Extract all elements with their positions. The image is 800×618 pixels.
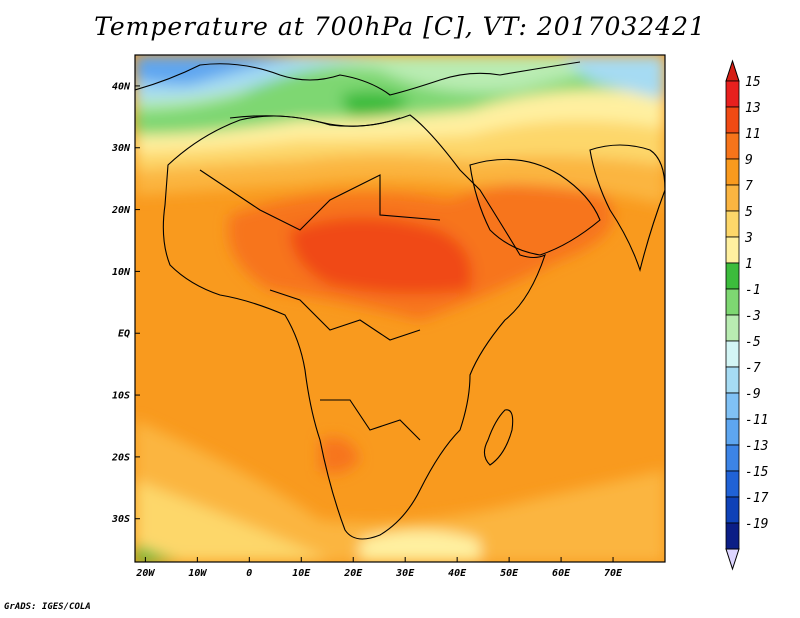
map-title: Temperature at 700hPa [C], VT: 201703242… (94, 12, 706, 41)
colorbar-label: 11 (745, 127, 761, 142)
lat-tick-label: 10S (112, 391, 130, 402)
colorbar-max-arrow (725, 59, 740, 82)
colorbar-swatch (725, 314, 740, 342)
colorbar-label: 1 (745, 257, 753, 272)
lat-tick-label: 10N (112, 267, 131, 278)
colorbar-min-arrow (725, 548, 740, 571)
colorbar-swatch (725, 340, 740, 368)
lat-tick-label: 20N (111, 205, 131, 216)
temperature-field (135, 55, 665, 562)
colorbar-label: 3 (744, 231, 753, 246)
colorbar-swatch (725, 496, 740, 524)
lon-tick-label: 50E (500, 568, 519, 579)
colorbar-label: -13 (745, 439, 768, 454)
lon-tick-label: 10W (188, 568, 207, 579)
colorbar-label: -17 (745, 491, 769, 506)
colorbar-swatch (725, 288, 740, 316)
colorbar-swatch (725, 132, 740, 160)
credit-text: GrADS: IGES/COLA (4, 602, 91, 612)
lat-tick-label: 40N (112, 81, 131, 92)
colorbar-swatch (725, 106, 740, 134)
colorbar-label: 13 (745, 101, 761, 116)
colorbar-label: -7 (745, 361, 761, 376)
lon-tick-label: 10E (292, 568, 311, 579)
colorbar-label: 7 (745, 179, 753, 194)
colorbar-label: -19 (745, 517, 768, 532)
lat-tick-label: EQ (118, 329, 130, 340)
colorbar-swatch (725, 158, 740, 186)
colorbar-label: -11 (745, 413, 768, 428)
colorbar-swatch (725, 366, 740, 394)
lon-tick-label: 70E (604, 568, 623, 579)
colorbar-label: -5 (745, 335, 761, 350)
colorbar-swatch (725, 236, 740, 264)
colorbar-swatch (725, 522, 740, 550)
colorbar-label: -3 (745, 309, 761, 324)
colorbar-swatch (725, 444, 740, 472)
lon-tick-label: 20W (135, 568, 155, 579)
colorbar-swatch (725, 210, 740, 238)
colorbar-label: 15 (745, 75, 761, 90)
lon-tick-label: 30E (395, 568, 415, 579)
lon-tick-label: 20E (343, 568, 363, 579)
lon-tick-label: 0 (246, 568, 252, 579)
colorbar-label: -1 (745, 283, 761, 298)
colorbar-swatch (725, 418, 740, 446)
colorbar-label: 9 (745, 153, 753, 168)
colorbar: 15 13 11 9 7 5 3 1 -1 -3 -5 -7 -9 -11 -13 -15 -17 -19 (725, 59, 769, 571)
colorbar-label: -15 (745, 465, 769, 480)
colorbar-swatch (725, 470, 740, 498)
coastlines (135, 61, 665, 540)
colorbar-swatch (725, 392, 740, 420)
lat-tick-label: 20S (111, 452, 130, 463)
colorbar-swatch (725, 262, 740, 290)
lat-tick-label: 30N (111, 143, 131, 154)
colorbar-swatch (725, 80, 740, 108)
colorbar-label: -9 (745, 387, 761, 402)
lon-tick-label: 60E (552, 568, 571, 579)
lat-tick-label: 30S (111, 514, 130, 525)
colorbar-label: 5 (745, 205, 753, 220)
plot-frame (134, 54, 666, 563)
colorbar-swatch (725, 184, 740, 212)
lon-tick-label: 40E (448, 568, 467, 579)
